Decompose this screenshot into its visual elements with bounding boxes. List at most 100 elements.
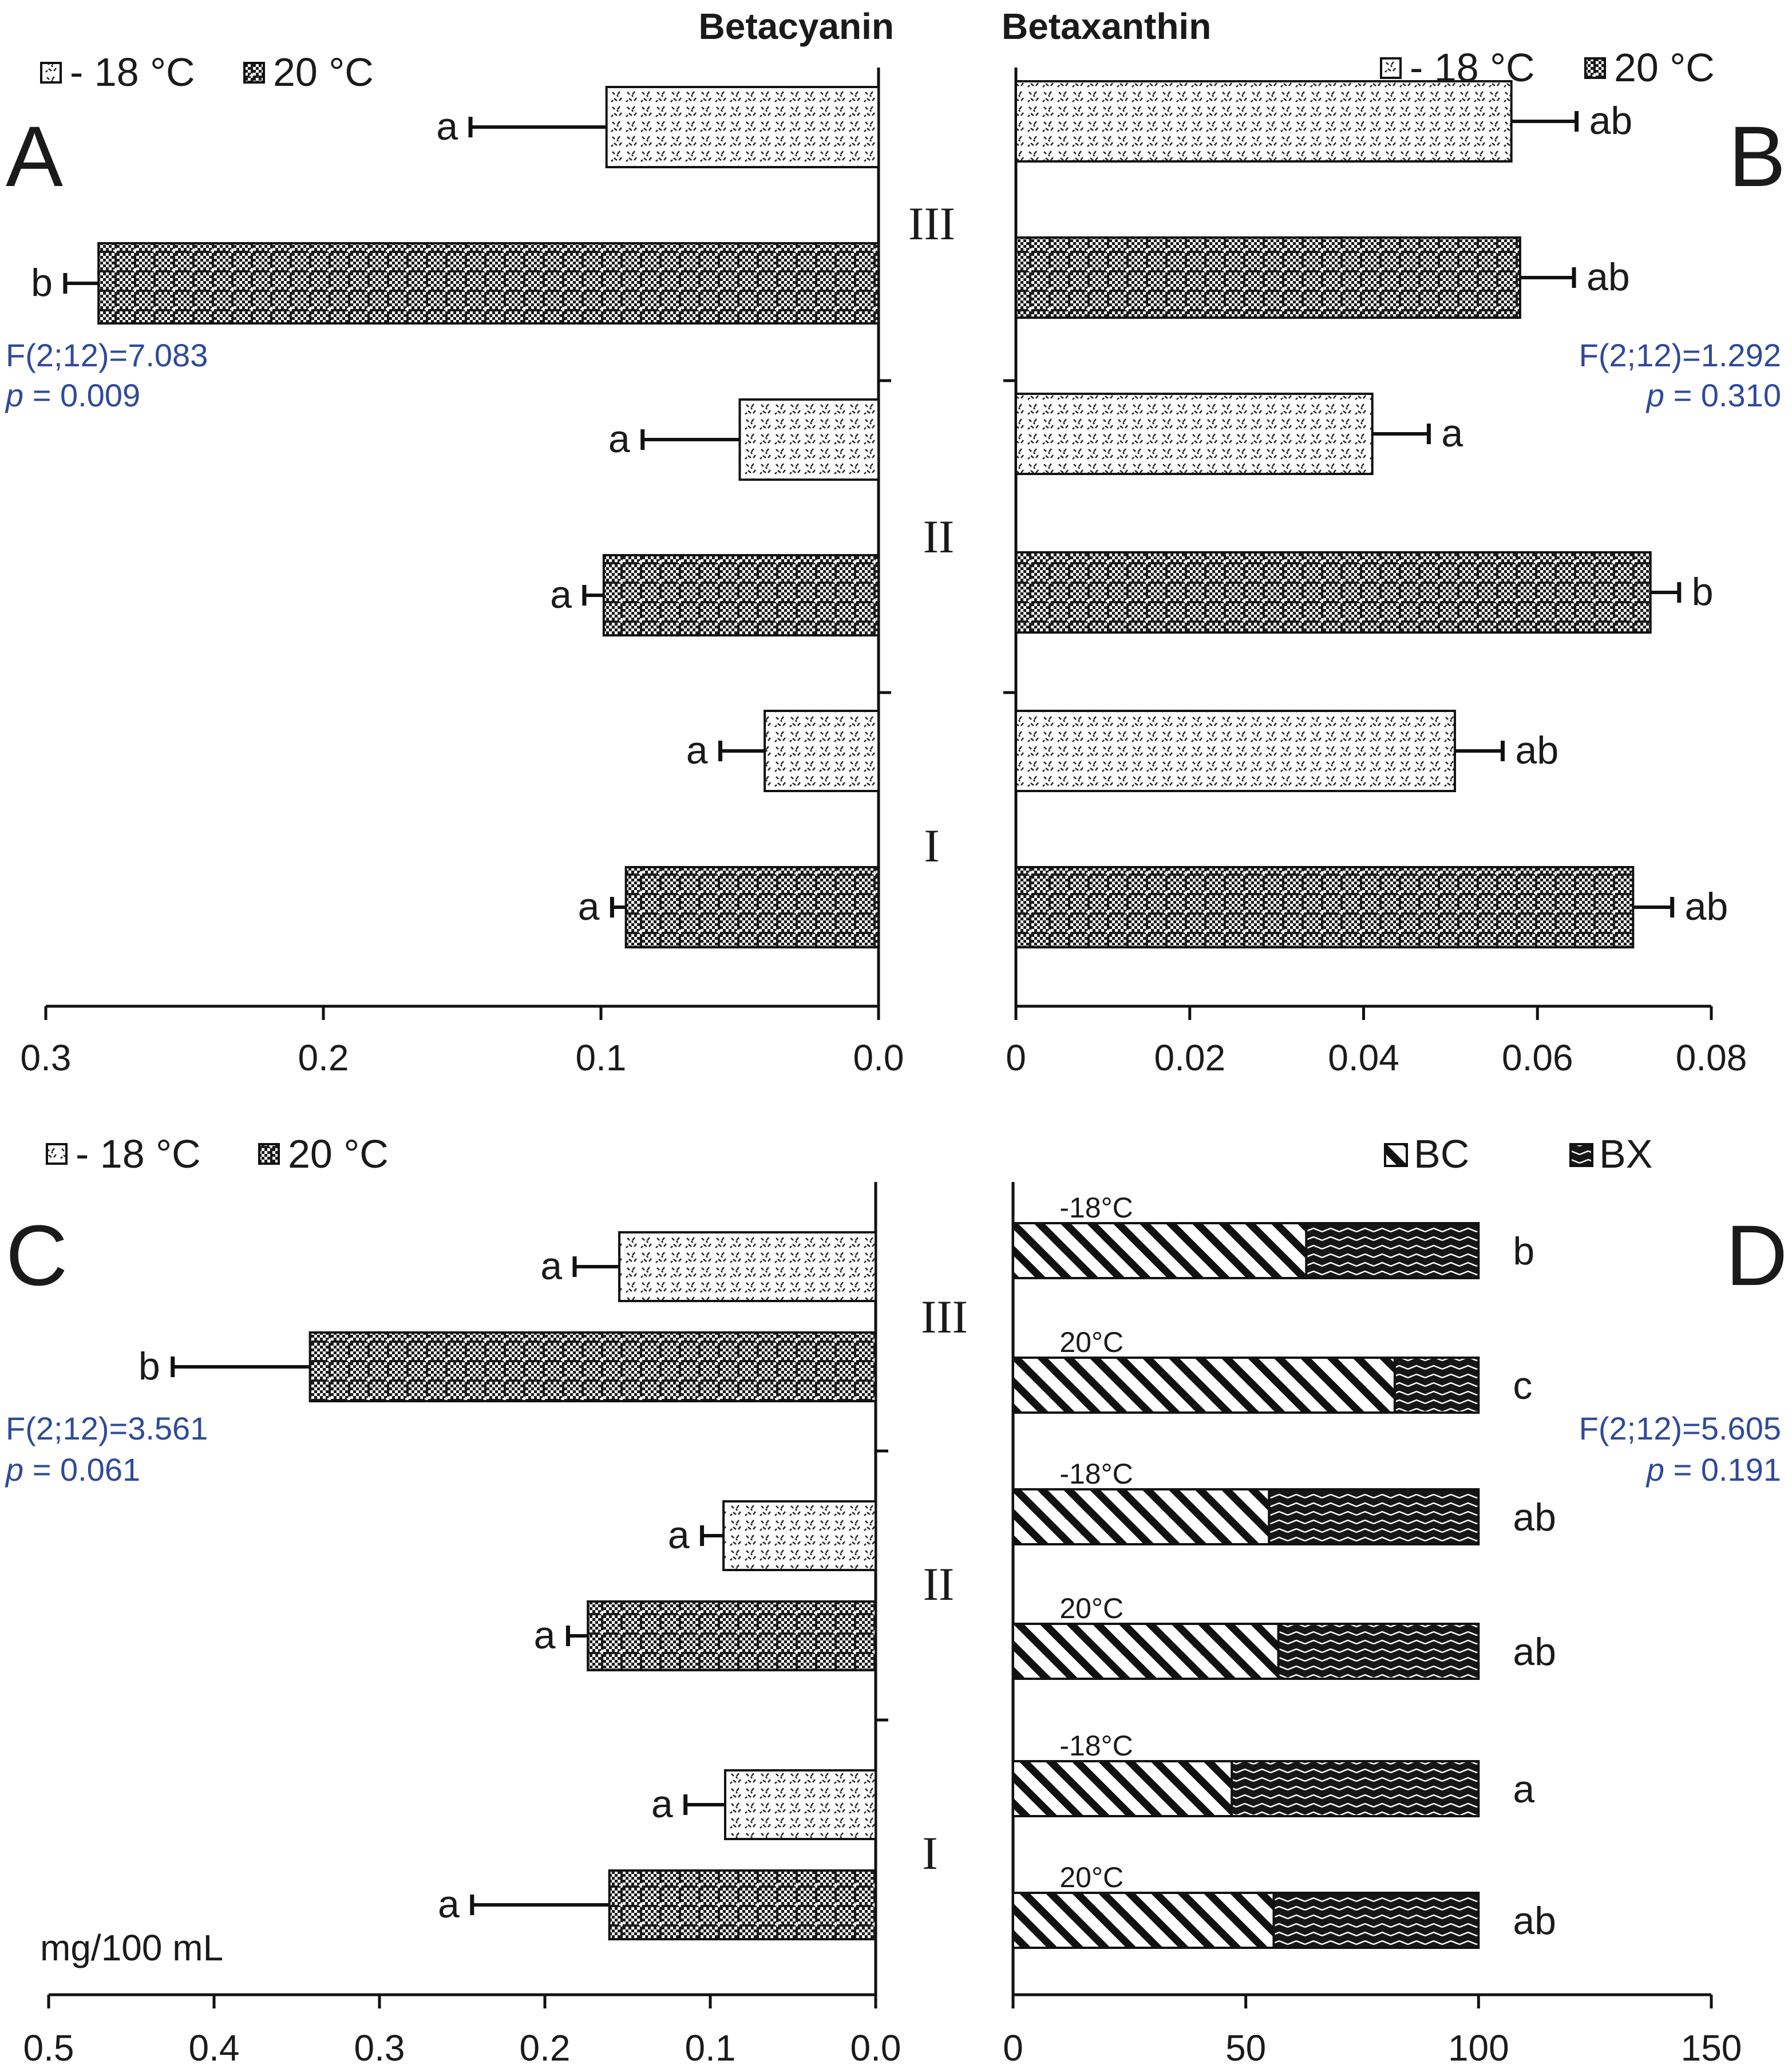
stats-p-symbol-a: p <box>5 377 23 413</box>
row-label-d-1: 20°C <box>1059 1326 1124 1358</box>
stats-p-symbol-c: p <box>5 1452 23 1488</box>
significance-letter-b-III-1: ab <box>1587 255 1630 299</box>
tick-label-b-3: 0.06 <box>1502 1037 1573 1078</box>
bar-b-I-frozen <box>1015 710 1456 792</box>
group-label-bottom-II: II <box>923 1558 955 1610</box>
stacked-bar-bc-5 <box>1012 1892 1275 1949</box>
legend-swatch-b-fresh <box>1584 57 1606 79</box>
stats-p-c: p = 0.061 <box>5 1452 140 1488</box>
stacked-bar-bc-3 <box>1012 1623 1280 1680</box>
text-layer: A B C D Betacyanin Betaxanthin - 18 °C 2… <box>5 6 1787 1968</box>
stats-p-value-a: = 0.009 <box>33 377 140 413</box>
significance-letter-d-2: ab <box>1513 1496 1556 1539</box>
significance-letter-b-I-0: ab <box>1516 729 1559 772</box>
bar-a-II-frozen <box>738 398 880 481</box>
tick-label-c-3: 0.2 <box>520 2027 571 2069</box>
stats-f-c: F(2;12)=3.561 <box>6 1410 208 1446</box>
bar-c-II-frozen <box>722 1500 877 1571</box>
panel-letter-c: C <box>6 1207 68 1303</box>
legend-swatch-a-frozen <box>40 62 62 84</box>
tick-label-b-1: 0.02 <box>1154 1037 1225 1078</box>
x-axis-unit-label: mg/100 mL <box>40 1927 223 1968</box>
group-label-top-I: I <box>924 820 939 872</box>
significance-letter-b-II-1: b <box>1692 570 1714 614</box>
significance-letter-a-II-1: a <box>550 573 572 616</box>
stats-f-a: F(2;12)=7.083 <box>6 337 208 373</box>
legend-swatch-d-bx <box>1569 1143 1593 1167</box>
stacked-bar-bc-4 <box>1012 1760 1233 1817</box>
significance-letter-a-III-1: b <box>31 261 53 305</box>
tick-label-a-2: 0.1 <box>576 1037 627 1078</box>
legend-label-d-bx: BX <box>1599 1132 1652 1176</box>
legend-swatch-b-frozen <box>1380 57 1402 79</box>
chart-title-b: Betaxanthin <box>1002 6 1211 47</box>
group-label-bottom-I: I <box>922 1827 937 1879</box>
stacked-bar-bc-2 <box>1012 1488 1271 1545</box>
stacked-bar-bx-1 <box>1393 1357 1480 1414</box>
significance-letter-d-3: ab <box>1513 1630 1556 1674</box>
stacked-bar-bc-1 <box>1012 1357 1396 1414</box>
bar-c-II-fresh <box>587 1600 877 1671</box>
bar-c-III-fresh <box>308 1331 877 1402</box>
legend-label-a-frozen: - 18 °C <box>70 50 195 94</box>
legend-swatch-c-fresh <box>258 1143 280 1165</box>
bar-b-I-fresh <box>1015 866 1635 948</box>
tick-label-a-3: 0.0 <box>853 1037 904 1078</box>
tick-label-b-4: 0.08 <box>1676 1037 1747 1078</box>
bar-a-I-frozen <box>764 710 880 792</box>
legend-label-c-frozen: - 18 °C <box>76 1132 201 1176</box>
tick-label-a-1: 0.2 <box>298 1037 349 1078</box>
significance-letter-c-II-1: a <box>534 1614 556 1657</box>
chart-title-a: Betacyanin <box>699 6 894 47</box>
stats-p-symbol-d: p <box>1645 1452 1664 1488</box>
stats-f-b: F(2;12)=1.292 <box>1579 337 1781 373</box>
stats-p-d: p = 0.191 <box>1645 1452 1781 1488</box>
tick-label-c-4: 0.1 <box>685 2027 736 2069</box>
legend-label-b-fresh: 20 °C <box>1614 45 1715 90</box>
stats-p-b: p = 0.310 <box>1645 377 1781 413</box>
significance-letter-c-III-1: b <box>139 1345 160 1388</box>
significance-letter-d-0: b <box>1513 1229 1534 1273</box>
tick-label-d-2: 100 <box>1448 2027 1509 2069</box>
group-label-top-II: II <box>923 511 955 563</box>
row-label-d-4: -18°C <box>1059 1730 1133 1762</box>
stacked-bar-bc-0 <box>1012 1222 1308 1279</box>
significance-letter-a-III-0: a <box>436 105 458 148</box>
significance-letter-d-1: c <box>1513 1364 1532 1407</box>
tick-label-c-5: 0.0 <box>850 2027 901 2069</box>
legend-swatches <box>40 57 1606 1167</box>
tick-label-d-3: 150 <box>1681 2027 1742 2069</box>
row-label-d-5: 20°C <box>1059 1861 1124 1893</box>
stacked-bar-bx-3 <box>1277 1623 1480 1680</box>
bar-b-III-frozen <box>1015 80 1513 163</box>
significance-letter-c-I-1: a <box>438 1883 460 1926</box>
stats-p-a: p = 0.009 <box>5 377 140 413</box>
significance-letter-b-III-0: ab <box>1589 99 1633 143</box>
bar-c-I-fresh <box>608 1869 877 1940</box>
tick-label-d-0: 0 <box>1003 2027 1023 2069</box>
significance-letter-c-III-0: a <box>540 1244 562 1288</box>
row-label-d-3: 20°C <box>1059 1592 1124 1624</box>
significance-letter-a-I-0: a <box>686 729 708 772</box>
bar-c-I-frozen <box>724 1769 877 1840</box>
significance-letter-d-4: a <box>1513 1767 1534 1811</box>
legend-swatch-d-bc <box>1384 1143 1408 1167</box>
significance-letter-a-I-1: a <box>578 885 600 928</box>
stats-p-value-d: = 0.191 <box>1674 1452 1781 1488</box>
legend-label-c-fresh: 20 °C <box>288 1132 389 1176</box>
significance-letter-c-I-0: a <box>651 1782 673 1826</box>
bar-c-III-frozen <box>618 1231 877 1302</box>
stats-p-value-c: = 0.061 <box>33 1452 140 1488</box>
stats-p-symbol-b: p <box>1645 377 1664 413</box>
stacked-bar-bx-4 <box>1231 1760 1480 1817</box>
tick-label-a-0: 0.3 <box>21 1037 72 1078</box>
bar-a-III-fresh <box>97 242 880 325</box>
tick-label-c-0: 0.5 <box>23 2027 74 2069</box>
bar-a-II-fresh <box>602 554 880 636</box>
row-label-d-0: -18°C <box>1059 1192 1133 1224</box>
stats-f-d: F(2;12)=5.605 <box>1579 1410 1781 1446</box>
tick-label-d-1: 50 <box>1225 2027 1266 2069</box>
tick-label-b-2: 0.04 <box>1328 1037 1399 1078</box>
